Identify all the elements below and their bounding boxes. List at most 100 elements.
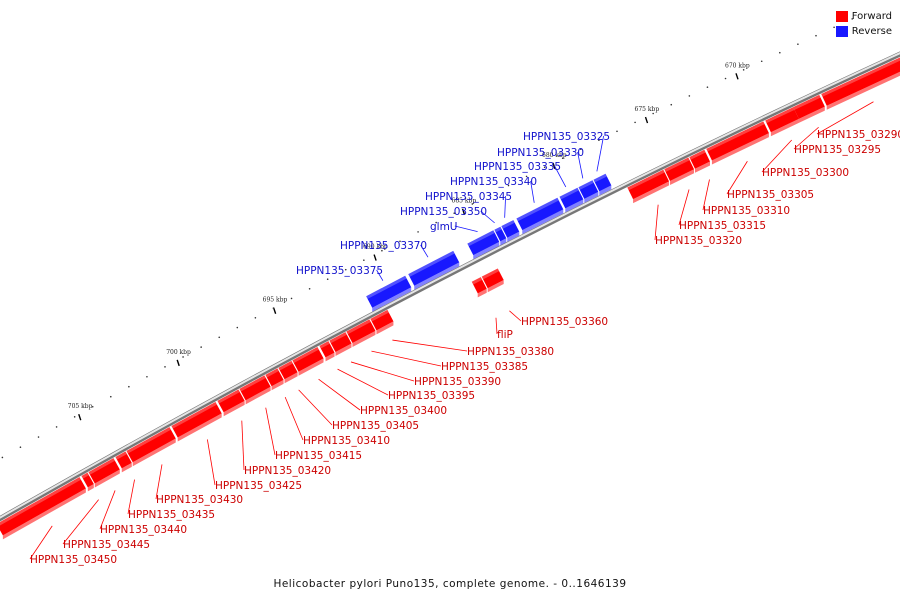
leader-line [480,210,495,224]
gene-side [177,413,222,442]
gene-label: HPPN135_03445 [63,539,150,551]
gene-highlight [366,275,407,299]
gene-highlight [239,375,266,392]
scale-dot [290,297,293,300]
gene-label: HPPN135_03380 [467,346,554,358]
leader-line [371,350,442,367]
gene-highlight [329,332,347,344]
reverse-swatch [835,26,848,37]
gene-HPPN135_03435 [115,451,132,473]
leader-line [509,310,522,322]
gene-highlight [578,180,594,190]
gene-side [500,238,507,246]
gene-highlight [664,157,690,172]
gene-side [2,488,86,540]
gene-HPPN135_03360 [481,268,504,293]
gene-side [372,287,412,312]
gene-label: HPPN135_03305 [727,189,814,201]
gene-highlight [689,149,706,160]
gene-face [516,197,564,231]
gene-face [689,149,710,169]
gene-highlight [126,427,171,454]
gene-HPPN135_03295 [793,94,825,123]
gene-face [481,268,504,289]
gene-face [115,451,132,469]
gene-HPPN135_03370 [408,250,460,290]
gene-HPPN135_03345 [501,220,520,242]
scale-dot [833,26,835,29]
gene-HPPN135_03430 [126,427,176,467]
scale-dot [218,336,221,339]
gene-HPPN135_03305 [706,121,769,165]
scale-dot [326,278,329,281]
gene-highlight [471,277,483,285]
gene-HPPN135_03335 [559,187,584,213]
scale-dot [55,426,58,428]
leader-line [337,368,389,396]
gene-label: HPPN135_03320 [655,235,742,247]
leader-line [62,499,99,545]
gene-side [414,262,460,290]
gene-face [329,332,352,353]
legend: Forward Reverse [835,9,892,39]
scale-dot [851,18,853,20]
gene-label: HPPN135_03370 [340,240,427,252]
gene-label: HPPN135_03335 [474,161,561,173]
gene-label: HPPN135_03440 [100,524,187,536]
scale-dot [344,268,347,271]
gene-HPPN135_03375 [366,275,412,312]
gene-label: HPPN135_03290 [817,129,900,141]
gene-highlight [115,451,127,460]
scale-tick-label: 705 kbp [68,403,93,410]
leader-line [726,161,748,195]
gene-highlight [467,230,495,247]
scale-dot [164,366,166,368]
gene-label: HPPN135_03340 [450,176,537,188]
gene-face [467,230,500,256]
scale-dot [742,69,745,71]
gene-face [501,220,520,238]
leader-line [127,479,135,515]
leader-line [350,361,415,382]
leader-line [155,464,163,500]
scale-tick-label: 695 kbp [263,297,288,304]
gene-side [798,106,825,123]
scale-dot [525,175,528,178]
gene-side [121,462,132,473]
scale-dot [381,249,383,252]
gene-label: HPPN135_03410 [303,435,390,447]
gene-highlight [559,187,579,200]
scale-dot [543,166,546,169]
gene-side [94,469,120,488]
scale-dot [760,60,763,63]
leader-line [298,389,333,426]
gene-label: HPPN135_03425 [215,480,302,492]
gene-side [271,379,284,391]
gene-highlight [81,472,89,479]
scale-dot [363,259,365,261]
gene-face [408,250,460,286]
gene-side [522,209,564,235]
gene-label: HPPN135_03360 [521,316,608,328]
gene-side [826,71,900,110]
gene-side [245,386,271,405]
leader-line [284,396,304,441]
gene-face [0,477,86,536]
gene-side [87,484,94,492]
gene-highlight [765,107,795,124]
scale-tick-label: 685 kbp [452,198,477,205]
gene-labels: HPPN135_03290 HPPN135_03295 HPPN135_03300 H… [29,101,900,566]
leader-line [495,317,498,335]
scale-dot [37,436,40,438]
gene-HPPN135_03330 [578,180,599,203]
gene-label: HPPN135_03385 [441,361,528,373]
gene-label: HPPN135_03325 [523,131,610,143]
scale-dot [580,148,582,150]
scale-tick-label: 700 kbp [166,349,191,356]
leader-line [265,407,276,456]
scale-dot [128,385,130,388]
leader-line [420,244,429,258]
gene-face [319,341,335,358]
gene-label: HPPN135_03450 [30,554,117,566]
gene-HPPN135_03350 [494,226,507,246]
